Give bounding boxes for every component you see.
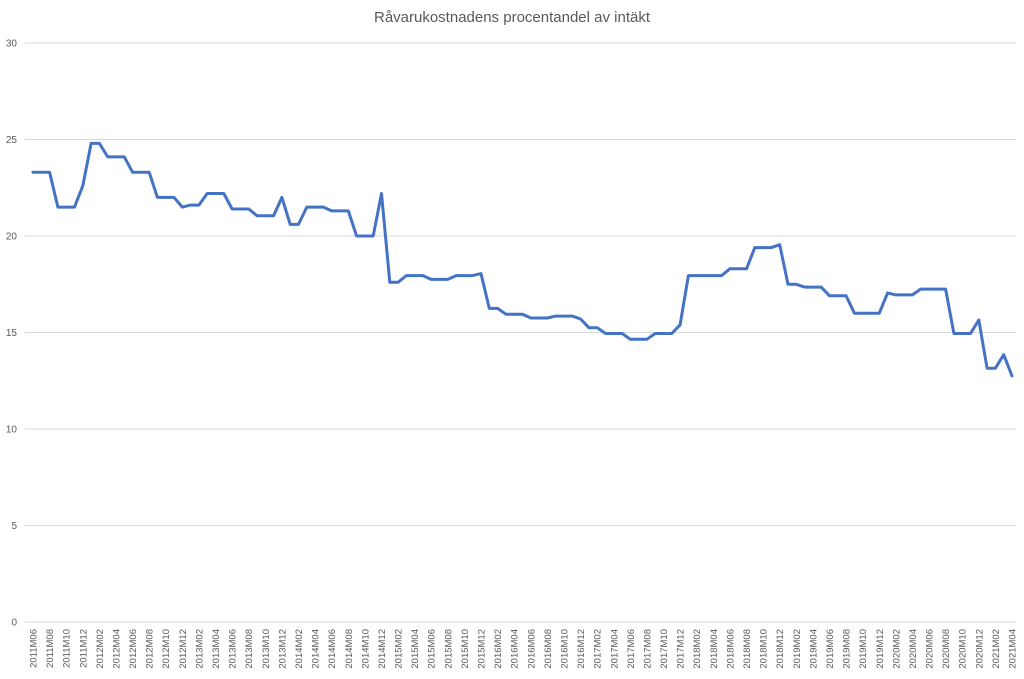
x-tick-label: 2021M02 xyxy=(991,629,1002,669)
x-tick-label: 2018M12 xyxy=(775,629,786,669)
x-tick-label: 2020M06 xyxy=(925,629,936,669)
y-tick-label: 20 xyxy=(6,232,18,243)
x-tick-label: 2019M12 xyxy=(875,629,886,669)
x-tick-label: 2012M06 xyxy=(128,629,139,669)
x-tick-label: 2018M08 xyxy=(742,629,753,669)
x-tick-label: 2019M06 xyxy=(825,629,836,669)
x-tick-label: 2017M02 xyxy=(593,629,604,669)
x-tick-label: 2011M12 xyxy=(78,629,89,668)
x-tick-label: 2019M04 xyxy=(808,629,819,669)
x-tick-label: 2017M10 xyxy=(659,629,670,669)
x-tick-label: 2014M02 xyxy=(294,629,305,669)
x-tick-label: 2017M06 xyxy=(626,629,637,669)
x-tick-label: 2012M04 xyxy=(111,629,122,669)
x-tick-label: 2015M10 xyxy=(460,629,471,669)
x-tick-label: 2015M06 xyxy=(427,629,438,669)
chart-title: Råvarukostnadens procentandel av intäkt xyxy=(373,9,650,26)
x-tick-label: 2011M08 xyxy=(45,629,56,668)
x-tick-label: 2021M04 xyxy=(1008,629,1019,669)
x-tick-label: 2016M12 xyxy=(576,629,587,669)
x-tick-label: 2013M04 xyxy=(211,629,222,669)
x-tick-label: 2016M08 xyxy=(543,629,554,669)
y-axis-tick-labels: 0 5 10 15 20 25 30 xyxy=(6,39,18,629)
x-tick-label: 2013M06 xyxy=(228,629,239,669)
x-tick-label: 2017M08 xyxy=(642,629,653,669)
x-axis-tick-labels: 2011M06 2011M08 2011M10 2011M12 2012M02 2012M… xyxy=(29,629,1019,669)
x-tick-label: 2012M10 xyxy=(161,629,172,669)
x-tick-label: 2011M06 xyxy=(29,629,40,668)
x-tick-label: 2019M08 xyxy=(842,629,853,669)
y-tick-label: 5 xyxy=(11,521,17,532)
x-tick-label: 2013M10 xyxy=(261,629,272,669)
x-tick-label: 2015M08 xyxy=(443,629,454,669)
x-tick-label: 2014M04 xyxy=(311,629,322,669)
y-tick-label: 30 xyxy=(6,39,18,50)
x-tick-label: 2012M12 xyxy=(178,629,189,669)
y-tick-label: 0 xyxy=(11,618,17,629)
x-tick-label: 2014M10 xyxy=(360,629,371,669)
data-line xyxy=(31,141,1014,378)
x-tick-label: 2011M10 xyxy=(62,629,73,668)
x-tick-label: 2015M04 xyxy=(410,629,421,669)
x-tick-label: 2018M04 xyxy=(709,629,720,669)
x-tick-label: 2020M10 xyxy=(958,629,969,669)
x-tick-label: 2017M12 xyxy=(676,629,687,669)
x-tick-label: 2015M02 xyxy=(394,629,405,669)
x-tick-label: 2015M12 xyxy=(477,629,488,669)
x-tick-label: 2018M02 xyxy=(692,629,703,669)
x-tick-label: 2016M10 xyxy=(559,629,570,669)
x-tick-label: 2020M08 xyxy=(941,629,952,669)
x-tick-label: 2017M04 xyxy=(609,629,620,669)
y-tick-label: 25 xyxy=(6,135,18,146)
x-tick-label: 2016M06 xyxy=(526,629,537,669)
x-tick-label: 2018M10 xyxy=(759,629,770,669)
x-tick-label: 2013M12 xyxy=(277,629,288,669)
x-tick-label: 2020M12 xyxy=(974,629,985,669)
x-tick-label: 2020M02 xyxy=(891,629,902,669)
x-tick-label: 2014M06 xyxy=(327,629,338,669)
x-tick-label: 2012M02 xyxy=(95,629,106,669)
y-tick-label: 15 xyxy=(6,328,18,339)
x-tick-label: 2019M02 xyxy=(792,629,803,669)
x-tick-label: 2014M12 xyxy=(377,629,388,669)
x-tick-label: 2019M10 xyxy=(858,629,869,669)
y-tick-label: 10 xyxy=(6,425,18,436)
x-tick-label: 2018M06 xyxy=(725,629,736,669)
gridlines xyxy=(25,42,1016,623)
x-tick-label: 2020M04 xyxy=(908,629,919,669)
x-tick-label: 2013M08 xyxy=(244,629,255,669)
x-tick-label: 2014M08 xyxy=(344,629,355,669)
x-tick-label: 2016M02 xyxy=(493,629,504,669)
x-tick-label: 2013M02 xyxy=(194,629,205,669)
x-tick-label: 2012M08 xyxy=(145,629,156,669)
x-tick-label: 2016M04 xyxy=(510,629,521,669)
